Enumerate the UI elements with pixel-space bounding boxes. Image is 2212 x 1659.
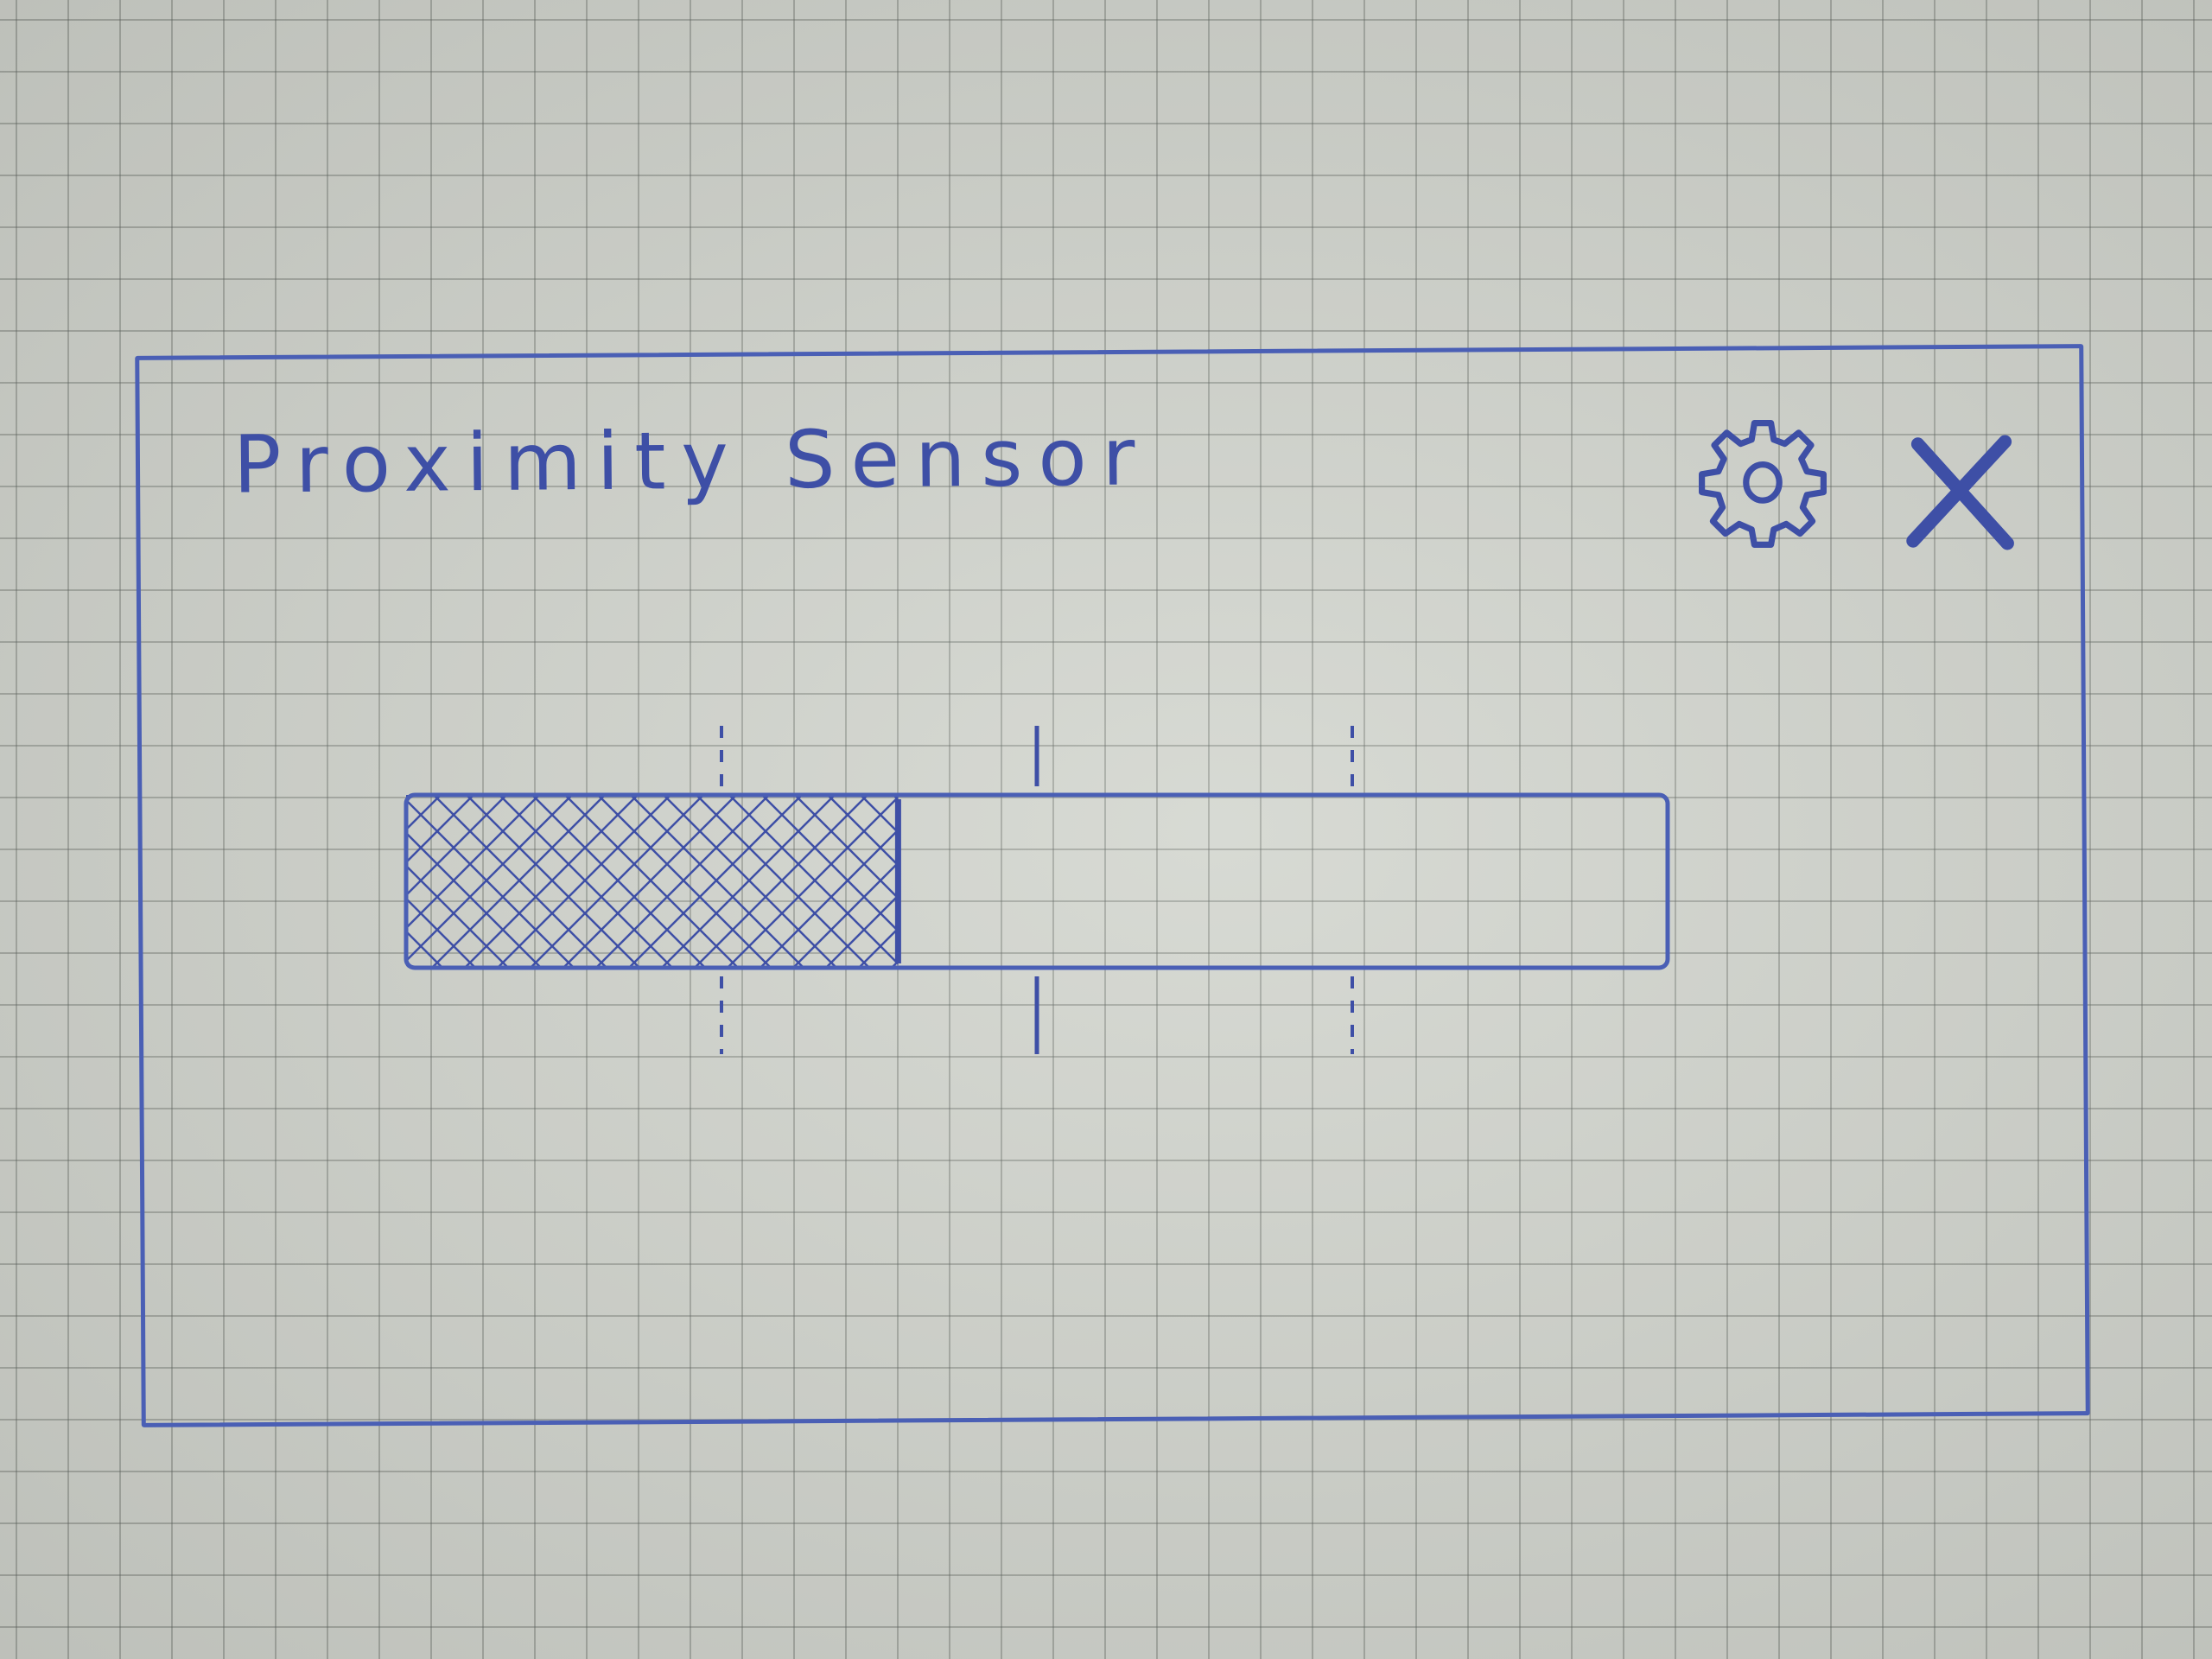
ticks-bottom — [720, 976, 1354, 1054]
settings-button[interactable] — [1689, 415, 1836, 553]
close-button[interactable] — [1901, 432, 2022, 553]
proximity-slider[interactable] — [372, 700, 1702, 1080]
slider-track — [404, 792, 1670, 970]
window-title: Proximity Sensor — [232, 410, 1151, 512]
slider-graphic — [404, 726, 1670, 1054]
slider-fill — [406, 795, 899, 968]
gear-icon — [1699, 420, 1827, 548]
ticks-top — [720, 726, 1354, 786]
close-icon — [1906, 435, 2014, 550]
